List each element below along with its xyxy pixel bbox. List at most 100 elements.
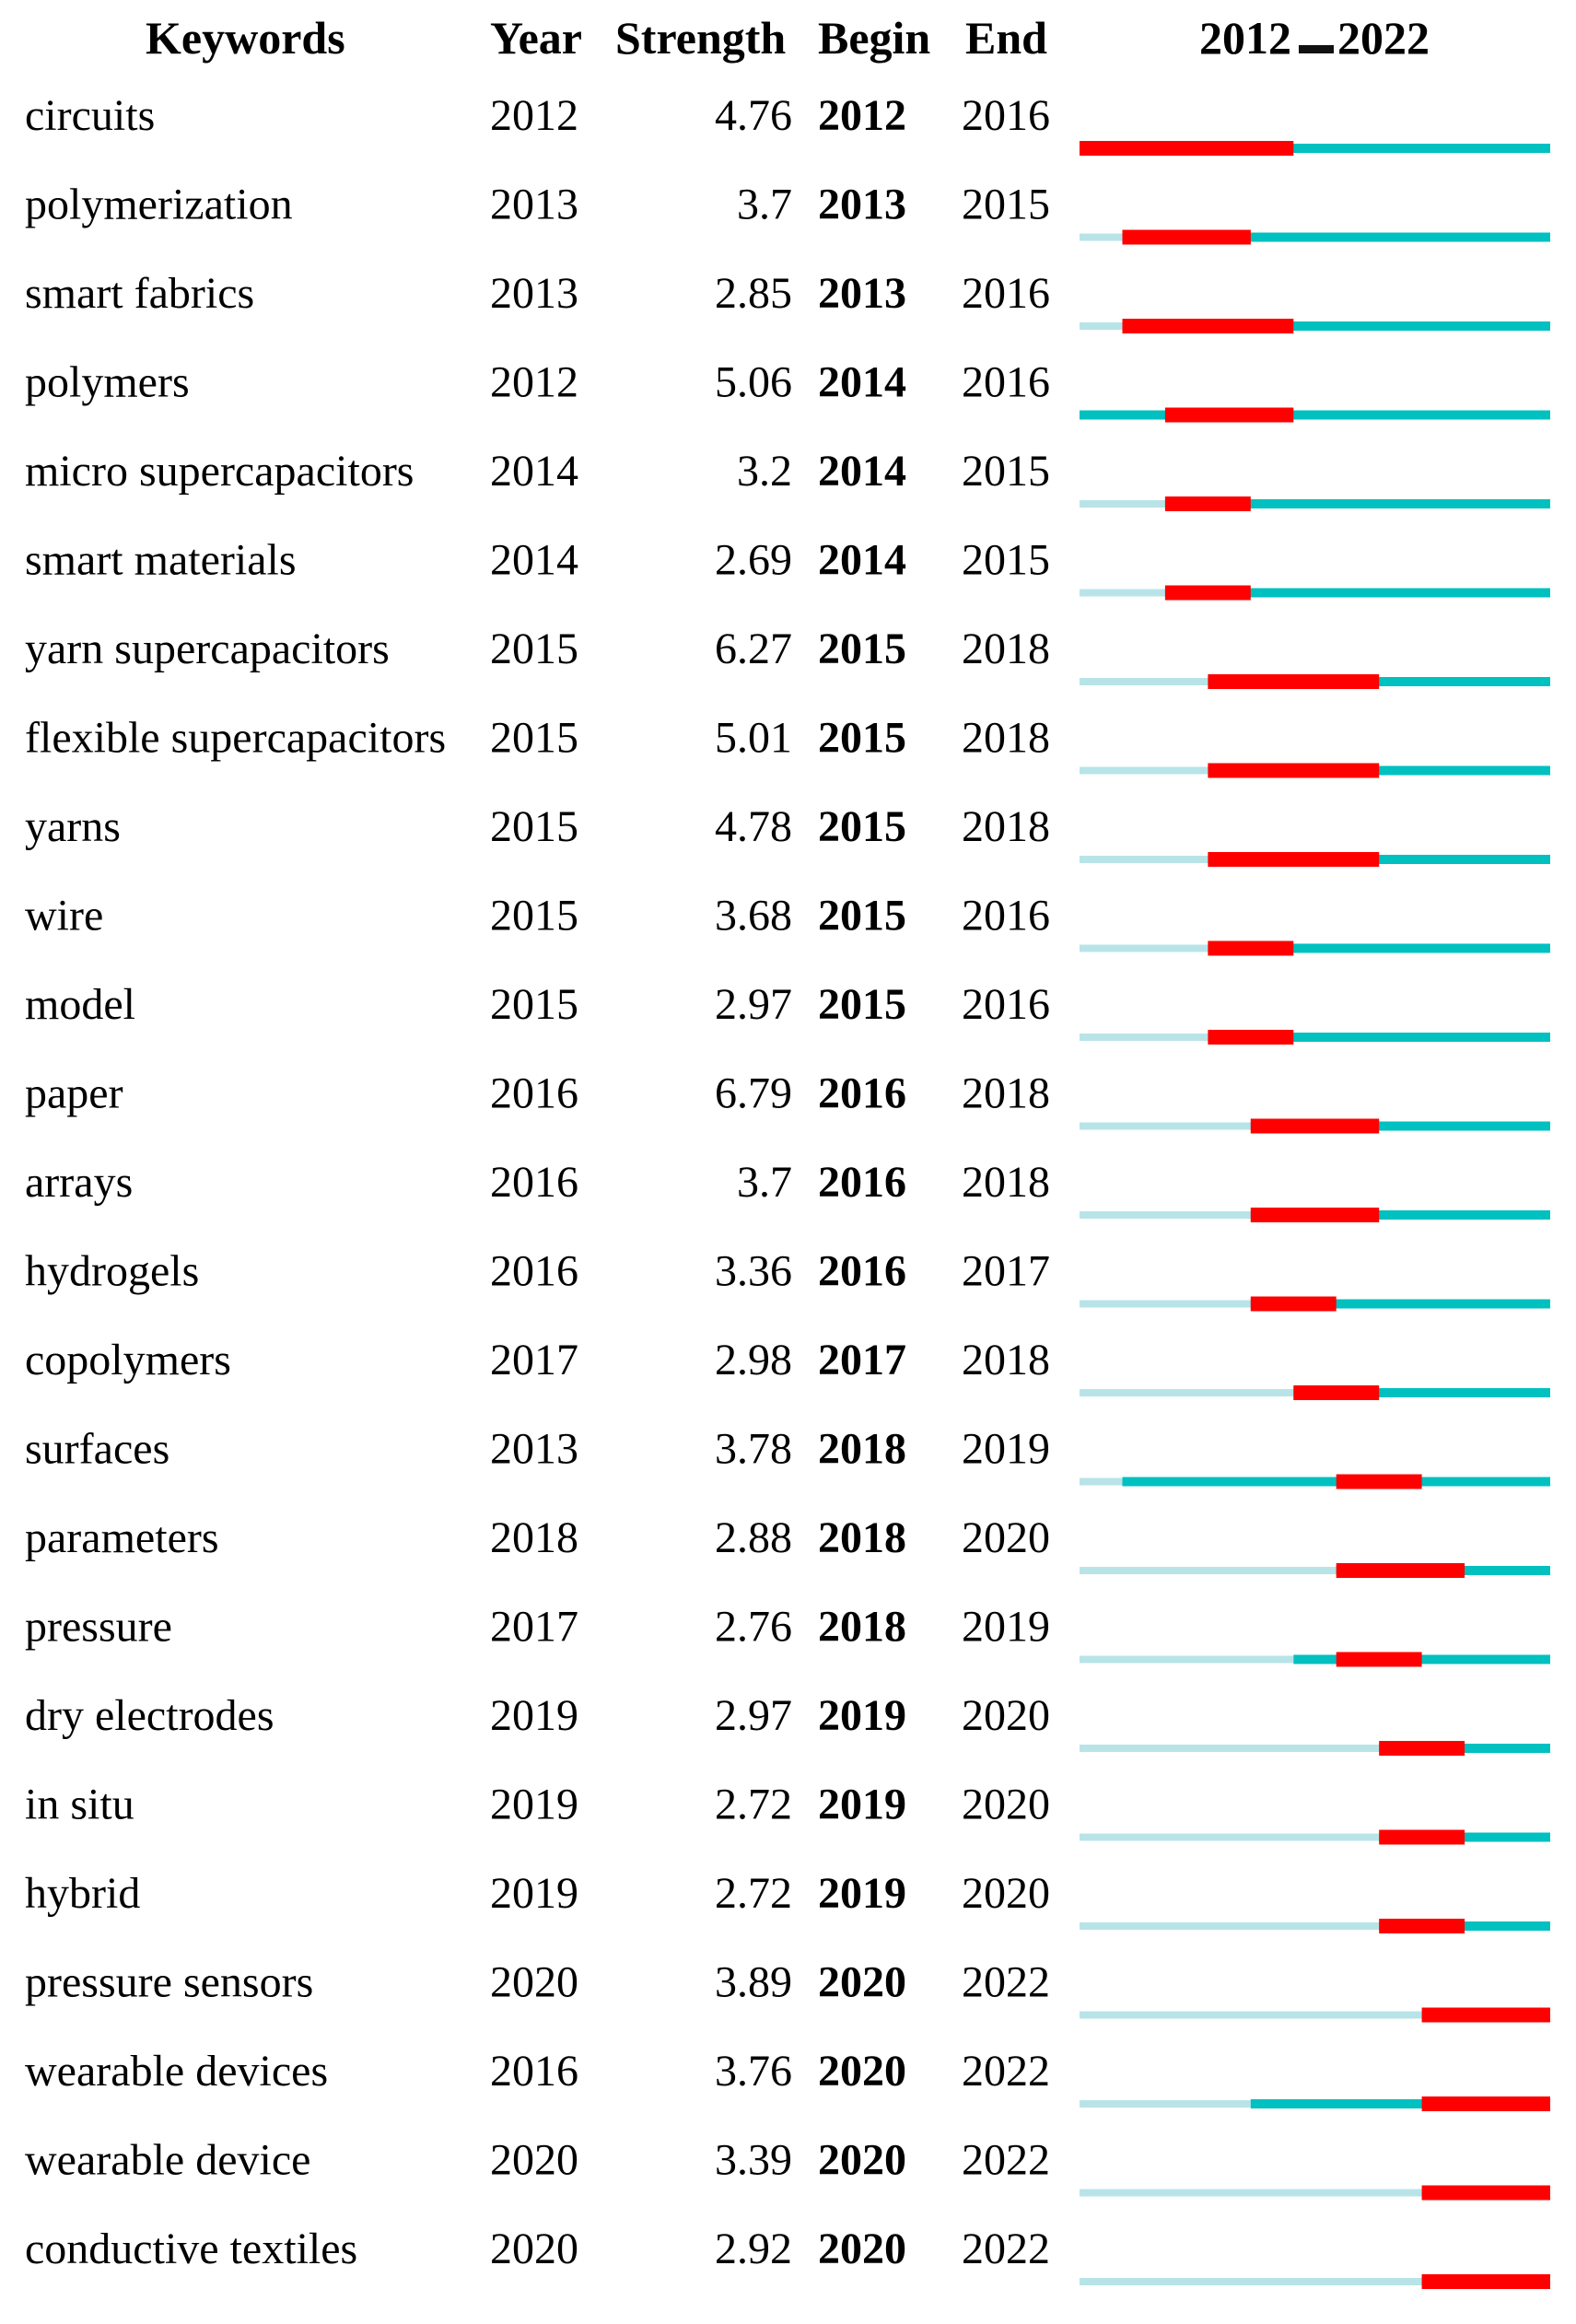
year-cell: 2012 (490, 91, 578, 140)
table-row: paper 2016 6.79 2016 2018 (25, 1069, 1550, 1134)
keyword-cell: polymerization (25, 181, 293, 229)
year-cell: 2020 (490, 2136, 578, 2185)
strength-cell: 3.36 (715, 1247, 792, 1296)
begin-cell: 2012 (818, 91, 906, 140)
strength-cell: 2.92 (715, 2225, 792, 2273)
timeline-before-bar (1080, 1034, 1208, 1041)
keyword-cell: wire (25, 892, 103, 940)
table-row: conductive textiles 2020 2.92 2020 2022 (25, 2225, 1550, 2289)
timeline-before-bar (1080, 1922, 1380, 1930)
keyword-cell: flexible supercapacitors (25, 714, 446, 763)
timeline-before-bar (1080, 944, 1208, 952)
keyword-cell: hybrid (25, 1869, 140, 1918)
burst-bar (1250, 1296, 1337, 1312)
timeline-before-bar (1080, 856, 1208, 863)
burst-bar (1080, 141, 1294, 156)
burst-bar (1122, 319, 1294, 333)
burst-bar (1421, 2096, 1550, 2111)
strength-cell: 2.97 (715, 980, 792, 1029)
table-row: smart materials 2014 2.69 2014 2015 (25, 536, 1550, 601)
keywords-header: Keywords (146, 12, 345, 64)
end-header: End (965, 12, 1047, 64)
end-cell: 2020 (962, 1513, 1050, 1562)
timeline-active-bar (1250, 1210, 1550, 1220)
begin-cell: 2013 (818, 269, 906, 318)
end-cell: 2016 (962, 269, 1050, 318)
begin-cell: 2020 (818, 1958, 906, 2007)
table-row: yarns 2015 4.78 2015 2018 (25, 802, 1550, 867)
begin-cell: 2013 (818, 181, 906, 229)
year-cell: 2019 (490, 1781, 578, 1829)
timeline-before-bar (1080, 766, 1208, 775)
burst-bar (1293, 1385, 1380, 1400)
end-cell: 2018 (962, 802, 1050, 851)
year-cell: 2017 (490, 1603, 578, 1652)
end-cell: 2022 (962, 1958, 1050, 2007)
strength-cell: 2.85 (715, 269, 792, 318)
strength-cell: 2.69 (715, 536, 792, 585)
year-cell: 2018 (490, 1513, 578, 1562)
table-row: copolymers 2017 2.98 2017 2018 (25, 1336, 1550, 1400)
end-cell: 2017 (962, 1247, 1050, 1296)
timeline-active-bar (1293, 1654, 1550, 1664)
table-row: parameters 2018 2.88 2018 2020 (25, 1513, 1550, 1578)
timeline-active-bar (1208, 943, 1550, 953)
year-cell: 2017 (490, 1336, 578, 1384)
burst-bar (1379, 1829, 1465, 1845)
timeline-before-bar (1080, 1477, 1123, 1486)
range-start-label: 2012 (1199, 12, 1291, 64)
end-cell: 2015 (962, 536, 1050, 585)
end-cell: 2020 (962, 1869, 1050, 1918)
timeline-before-bar (1080, 1300, 1251, 1308)
table-row: polymers 2012 5.06 2014 2016 (25, 358, 1550, 423)
begin-header: Begin (818, 12, 930, 64)
timeline-active-bar (1250, 1299, 1550, 1309)
range-end-label: 2022 (1337, 12, 1430, 64)
keyword-cell: circuits (25, 91, 155, 140)
end-cell: 2019 (962, 1603, 1050, 1652)
timeline-active-bar (1208, 1033, 1550, 1042)
begin-cell: 2018 (818, 1603, 906, 1652)
year-cell: 2019 (490, 1869, 578, 1918)
begin-cell: 2019 (818, 1781, 906, 1829)
timeline-active-bar (1080, 410, 1550, 420)
header-row: Keywords Year Strength Begin End 2012 20… (146, 12, 1430, 64)
year-cell: 2020 (490, 1958, 578, 2007)
timeline-before-bar (1080, 1745, 1380, 1752)
keyword-cell: in situ (25, 1781, 134, 1829)
range-dash (1299, 45, 1334, 53)
table-row: wearable devices 2016 3.76 2020 2022 (25, 2047, 1550, 2111)
burst-bar (1250, 1208, 1380, 1222)
strength-cell: 2.72 (715, 1869, 792, 1918)
end-cell: 2020 (962, 1691, 1050, 1740)
burst-bar (1336, 1652, 1422, 1667)
end-cell: 2016 (962, 358, 1050, 407)
table-row: hydrogels 2016 3.36 2016 2017 (25, 1247, 1550, 1312)
keyword-cell: polymers (25, 358, 190, 407)
timeline-before-bar (1080, 589, 1165, 597)
end-cell: 2016 (962, 892, 1050, 940)
year-cell: 2013 (490, 269, 578, 318)
strength-cell: 5.06 (715, 358, 792, 407)
keyword-cell: yarn supercapacitors (25, 625, 390, 673)
strength-cell: 3.7 (737, 181, 792, 229)
keyword-cell: wearable devices (25, 2047, 328, 2096)
end-cell: 2019 (962, 1425, 1050, 1474)
year-cell: 2014 (490, 447, 578, 496)
table-row: yarn supercapacitors 2015 6.27 2015 2018 (25, 625, 1550, 689)
keyword-cell: dry electrodes (25, 1691, 274, 1740)
year-cell: 2015 (490, 892, 578, 940)
year-cell: 2013 (490, 1425, 578, 1474)
table-row: micro supercapacitors 2014 3.2 2014 2015 (25, 447, 1550, 511)
strength-cell: 2.88 (715, 1513, 792, 1562)
keyword-cell: wearable device (25, 2136, 310, 2185)
year-cell: 2016 (490, 1158, 578, 1207)
year-cell: 2012 (490, 358, 578, 407)
timeline-active-bar (1164, 588, 1550, 598)
table-row: model 2015 2.97 2015 2016 (25, 980, 1550, 1045)
begin-cell: 2017 (818, 1336, 906, 1384)
begin-cell: 2015 (818, 892, 906, 940)
keyword-cell: pressure sensors (25, 1958, 313, 2007)
year-cell: 2020 (490, 2225, 578, 2273)
burst-bar (1250, 1118, 1380, 1134)
